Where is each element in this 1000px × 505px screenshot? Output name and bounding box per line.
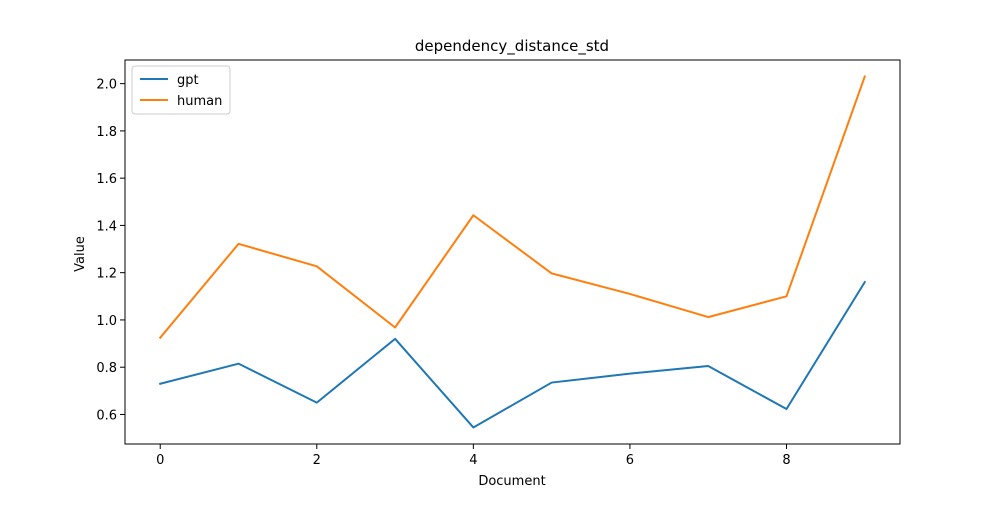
axes-frame (124, 59, 901, 445)
x-tick-label: 4 (469, 453, 477, 468)
y-tick-label: 1.2 (96, 267, 117, 282)
y-tick-label: 0.8 (96, 361, 117, 376)
y-axis-label: Value (73, 236, 88, 272)
x-axis-label: Document (478, 474, 545, 489)
x-tick-label: 8 (782, 453, 790, 468)
y-tick-label: 1.4 (96, 219, 117, 234)
legend-label-human: human (177, 94, 222, 109)
y-tick-label: 0.6 (96, 408, 117, 423)
y-tick-label: 1.6 (96, 172, 117, 187)
x-tick-label: 0 (156, 453, 164, 468)
legend-label-gpt: gpt (177, 73, 199, 88)
x-tick-label: 2 (313, 453, 321, 468)
plot-area: 0 2 4 6 8 0.6 0.8 1.0 1.2 1.4 1.6 1.8 2.0 (96, 59, 901, 468)
chart-title: dependency_distance_std (415, 37, 609, 56)
series-line-human (158, 75, 867, 340)
y-tick-label: 1.8 (96, 125, 117, 140)
y-tick-label: 2.0 (96, 78, 117, 93)
series-line-gpt (159, 280, 867, 429)
legend: gpt human (131, 65, 231, 115)
y-tick-label: 1.0 (96, 314, 117, 329)
x-tick-label: 6 (626, 453, 634, 468)
